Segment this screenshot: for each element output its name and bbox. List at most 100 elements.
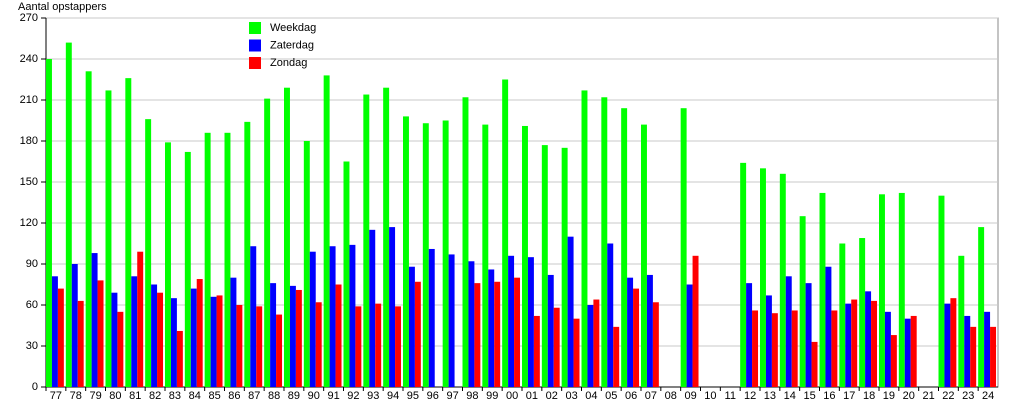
bar bbox=[494, 281, 501, 387]
legend-label: Zondag bbox=[270, 57, 307, 69]
x-tick-label: 86 bbox=[228, 390, 240, 400]
bar bbox=[57, 288, 64, 387]
x-tick-label: 91 bbox=[327, 390, 339, 400]
x-tick-label: 11 bbox=[725, 390, 736, 400]
bar bbox=[633, 288, 640, 387]
bar bbox=[488, 269, 495, 387]
bar bbox=[601, 97, 608, 388]
bar bbox=[125, 78, 132, 387]
bar bbox=[686, 284, 693, 387]
bar bbox=[190, 288, 197, 387]
bar bbox=[970, 326, 977, 387]
x-tick-label: 14 bbox=[784, 390, 796, 400]
bar bbox=[224, 132, 231, 387]
bar bbox=[375, 303, 382, 387]
bar bbox=[157, 292, 164, 387]
bar bbox=[403, 116, 409, 388]
bar bbox=[541, 145, 548, 387]
bar bbox=[627, 277, 634, 387]
bar bbox=[176, 330, 183, 387]
bar bbox=[587, 305, 594, 387]
x-tick-label: 79 bbox=[89, 390, 101, 400]
bar bbox=[105, 90, 112, 387]
bar bbox=[137, 251, 144, 387]
x-tick-label: 90 bbox=[308, 390, 320, 400]
bar bbox=[613, 326, 620, 387]
bar bbox=[740, 162, 747, 387]
legend-label: Zaterdag bbox=[270, 39, 314, 51]
bar bbox=[422, 123, 429, 387]
x-tick-label: 23 bbox=[962, 390, 974, 400]
y-tick-label: 270 bbox=[20, 12, 38, 24]
x-tick-label: 92 bbox=[347, 390, 359, 400]
y-tick-label: 60 bbox=[26, 299, 38, 311]
bar bbox=[765, 295, 772, 387]
bar bbox=[978, 227, 985, 387]
x-tick-label: 13 bbox=[764, 390, 776, 400]
bar bbox=[514, 277, 521, 387]
bar bbox=[791, 310, 798, 387]
bar bbox=[343, 161, 350, 387]
bar bbox=[196, 279, 203, 387]
y-tick-label: 180 bbox=[20, 135, 38, 147]
x-tick-label: 07 bbox=[645, 390, 657, 400]
bar bbox=[395, 306, 402, 387]
bar bbox=[692, 255, 699, 387]
bar bbox=[216, 295, 223, 387]
x-tick-label: 09 bbox=[684, 390, 696, 400]
bar bbox=[236, 305, 243, 387]
x-tick-label: 08 bbox=[665, 390, 677, 400]
bar bbox=[646, 274, 653, 387]
bar bbox=[46, 59, 52, 387]
bar bbox=[779, 173, 786, 387]
bar bbox=[573, 318, 580, 387]
bar bbox=[303, 141, 310, 387]
x-tick-label: 82 bbox=[149, 390, 161, 400]
x-tick-label: 20 bbox=[903, 390, 915, 400]
y-tick-label: 210 bbox=[20, 94, 38, 106]
x-tick-label: 24 bbox=[982, 390, 994, 400]
x-tick-label: 04 bbox=[585, 390, 597, 400]
x-tick-label: 17 bbox=[843, 390, 855, 400]
bar bbox=[284, 87, 290, 387]
bar bbox=[581, 90, 588, 387]
bar bbox=[462, 97, 469, 388]
bar bbox=[527, 257, 534, 387]
bar bbox=[210, 296, 217, 387]
bar bbox=[408, 266, 415, 387]
bar bbox=[131, 276, 138, 387]
bar bbox=[904, 318, 911, 387]
bar bbox=[230, 277, 237, 387]
legend-swatch bbox=[249, 22, 261, 34]
bar bbox=[890, 335, 897, 387]
bar bbox=[950, 298, 957, 387]
y-tick-label: 150 bbox=[20, 176, 38, 188]
bar bbox=[97, 280, 104, 387]
bar bbox=[256, 306, 263, 387]
bar bbox=[349, 244, 356, 387]
bar bbox=[264, 98, 271, 387]
legend-swatch bbox=[249, 57, 261, 69]
x-tick-label: 05 bbox=[605, 390, 617, 400]
x-tick-label: 16 bbox=[823, 390, 835, 400]
bar bbox=[944, 303, 951, 387]
y-tick-label: 30 bbox=[26, 340, 38, 352]
bar bbox=[329, 246, 336, 387]
bar bbox=[990, 326, 997, 387]
bar bbox=[607, 243, 614, 387]
bar bbox=[680, 108, 687, 387]
bar bbox=[958, 255, 965, 387]
bar bbox=[839, 243, 846, 387]
bar bbox=[111, 292, 118, 387]
bar bbox=[276, 314, 283, 387]
x-tick-label: 85 bbox=[208, 390, 220, 400]
x-tick-label: 95 bbox=[407, 390, 419, 400]
bar bbox=[77, 300, 84, 387]
legend-swatch bbox=[249, 39, 261, 52]
x-tick-label: 03 bbox=[565, 390, 577, 400]
x-tick-label: 00 bbox=[506, 390, 518, 400]
x-tick-label: 93 bbox=[367, 390, 379, 400]
bar bbox=[91, 253, 98, 387]
x-tick-label: 94 bbox=[387, 390, 399, 400]
y-tick-label: 120 bbox=[20, 217, 38, 229]
